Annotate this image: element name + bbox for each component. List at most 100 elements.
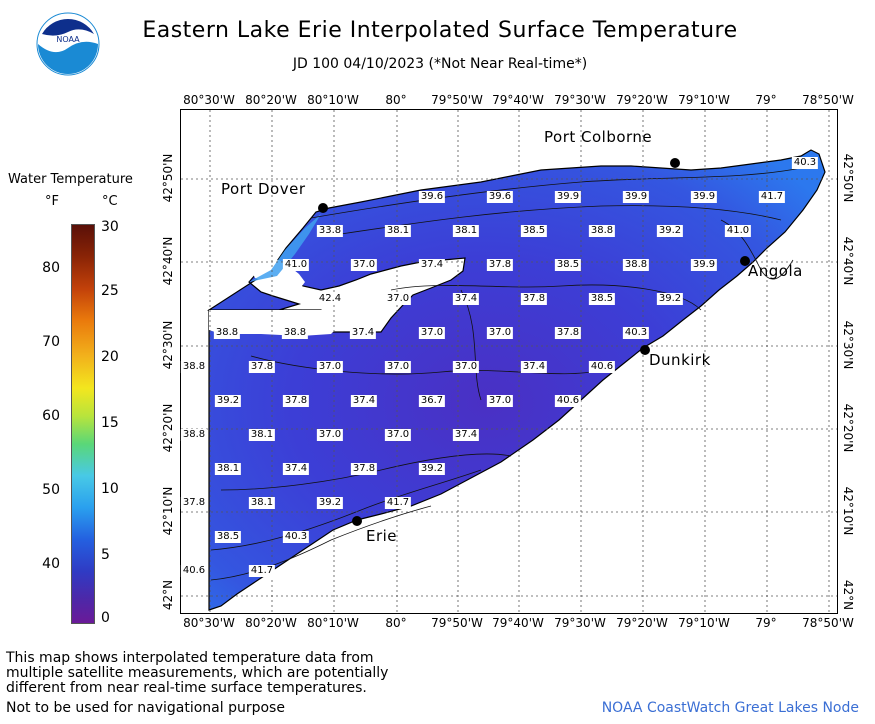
- temp-label: 38.8: [281, 327, 309, 339]
- temp-label: 37.0: [384, 361, 412, 373]
- city-marker-port-dover: [318, 203, 328, 213]
- lat-label-right: 42°10'N: [841, 486, 855, 536]
- temp-label: 39.2: [418, 463, 446, 475]
- temperature-colorbar: [71, 224, 95, 624]
- lon-label-top: 78°50'W: [802, 93, 854, 107]
- lon-label-bottom: 79°50'W: [431, 616, 483, 630]
- temp-label: 38.8: [622, 259, 650, 271]
- lat-label-right: 42°20'N: [841, 403, 855, 453]
- legend-tick-f: 70: [42, 334, 60, 350]
- legend-unit-fahrenheit: °F: [45, 194, 59, 209]
- legend-tick-c: 5: [101, 547, 110, 563]
- temp-label: 37.8: [282, 395, 310, 407]
- temp-label: 38.5: [554, 259, 582, 271]
- city-label-port-colborne: Port Colborne: [544, 128, 653, 146]
- city-marker-port-colborne: [670, 158, 680, 168]
- temp-label: 37.4: [418, 259, 446, 271]
- temp-label: 37.8: [248, 361, 276, 373]
- temp-label: 36.7: [418, 395, 446, 407]
- temp-label: 37.4: [520, 361, 548, 373]
- temp-label: 37.0: [384, 429, 412, 441]
- city-marker-dunkirk: [640, 345, 650, 355]
- temp-label: 39.2: [214, 395, 242, 407]
- temp-label: 37.4: [452, 293, 480, 305]
- page-subtitle: JD 100 04/10/2023 (*Not Near Real-time*): [292, 56, 588, 72]
- legend-tick-c: 25: [101, 283, 119, 299]
- temp-label: 41.7: [384, 497, 412, 509]
- temp-label: 40.3: [791, 157, 819, 169]
- lon-label-bottom: 79°20'W: [616, 616, 668, 630]
- temp-label: 37.8: [554, 327, 582, 339]
- coast-warm-band: [249, 214, 321, 282]
- lon-label-bottom: 79°40'W: [492, 616, 544, 630]
- city-marker-angola: [740, 256, 750, 266]
- lon-label-top: 79°50'W: [431, 93, 483, 107]
- temp-label: 37.4: [350, 395, 378, 407]
- temp-label: 41.0: [724, 225, 752, 237]
- legend-tick-f: 40: [42, 556, 60, 572]
- temp-label: 38.8: [180, 361, 208, 373]
- lon-label-bottom: 79°: [755, 616, 777, 630]
- temp-label: 38.1: [214, 463, 242, 475]
- temp-label: 41.7: [758, 191, 786, 203]
- lon-label-top: 80°30'W: [183, 93, 235, 107]
- lon-label-top: 79°: [755, 93, 777, 107]
- temp-label: 40.3: [622, 327, 650, 339]
- temp-label: 38.8: [588, 225, 616, 237]
- temp-label: 38.1: [452, 225, 480, 237]
- legend-tick-c: 30: [101, 219, 119, 235]
- temp-label: 39.6: [486, 191, 514, 203]
- legend-tick-f: 80: [42, 260, 60, 276]
- lat-label-left: 42°40'N: [161, 236, 175, 286]
- legend-tick-c: 15: [101, 415, 119, 431]
- temp-label: 37.4: [452, 429, 480, 441]
- temp-label: 39.2: [316, 497, 344, 509]
- temp-label: 37.4: [282, 463, 310, 475]
- page-title: Eastern Lake Erie Interpolated Surface T…: [142, 18, 738, 43]
- lat-label-left: 42°20'N: [161, 403, 175, 453]
- city-label-dunkirk: Dunkirk: [649, 351, 711, 369]
- legend-title: Water Temperature: [8, 172, 133, 187]
- lon-label-top: 80°10'W: [307, 93, 359, 107]
- lon-label-bottom: 80°10'W: [307, 616, 359, 630]
- lon-label-top: 79°40'W: [492, 93, 544, 107]
- temp-label: 37.4: [349, 327, 377, 339]
- legend-tick-c: 0: [101, 610, 110, 626]
- temp-label: 37.8: [350, 463, 378, 475]
- lat-label-right: 42°40'N: [841, 236, 855, 286]
- lon-label-bottom: 80°: [385, 616, 407, 630]
- temp-label: 39.6: [418, 191, 446, 203]
- legend-unit-celsius: °C: [102, 194, 118, 209]
- noaa-logo: NOAA: [36, 12, 100, 76]
- temp-label: 38.8: [180, 429, 208, 441]
- temp-label: 41.7: [248, 565, 276, 577]
- temp-label: 37.0: [486, 327, 514, 339]
- temp-label: 37.0: [418, 327, 446, 339]
- temp-label: 37.0: [350, 259, 378, 271]
- temp-label: 38.5: [520, 225, 548, 237]
- temp-label: 41.0: [282, 259, 310, 271]
- lat-label-left: 42°30'N: [161, 320, 175, 370]
- temp-label: 38.8: [213, 327, 241, 339]
- temp-label: 39.9: [622, 191, 650, 203]
- temp-label: 38.5: [588, 293, 616, 305]
- disclaimer: Not to be used for navigational purpose: [6, 700, 285, 716]
- logo-text: NOAA: [56, 35, 80, 44]
- city-label-erie: Erie: [366, 527, 398, 545]
- credit-link[interactable]: NOAA CoastWatch Great Lakes Node: [601, 700, 859, 716]
- temp-label: 37.0: [452, 361, 480, 373]
- lon-label-top: 79°30'W: [554, 93, 606, 107]
- temp-label: 38.1: [248, 429, 276, 441]
- temp-label: 33.8: [316, 225, 344, 237]
- lat-label-left: 42°50'N: [161, 153, 175, 203]
- temp-label: 39.2: [656, 293, 684, 305]
- lon-label-bottom: 78°50'W: [802, 616, 854, 630]
- city-label-angola: Angola: [748, 262, 803, 280]
- lon-label-bottom: 79°10'W: [678, 616, 730, 630]
- temp-label: 37.0: [316, 361, 344, 373]
- temp-label: 40.6: [588, 361, 616, 373]
- temp-label: 37.8: [486, 259, 514, 271]
- legend-tick-f: 50: [42, 482, 60, 498]
- lon-label-top: 79°20'W: [616, 93, 668, 107]
- temp-label: 39.9: [554, 191, 582, 203]
